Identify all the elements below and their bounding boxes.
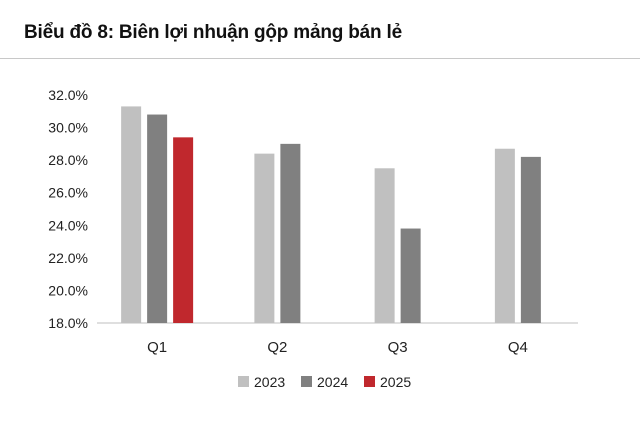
y-tick-label: 22.0% [48, 250, 88, 266]
y-tick-label: 18.0% [48, 315, 88, 331]
x-tick-label: Q3 [388, 339, 408, 356]
bar-q1-2025 [173, 137, 194, 323]
legend-swatch-2024 [301, 376, 312, 387]
y-tick-label: 30.0% [48, 120, 88, 136]
x-tick-label: Q1 [147, 339, 167, 356]
legend-swatch-2025 [364, 376, 375, 387]
bar-q3-2023 [374, 168, 395, 323]
bar-q3-2024 [400, 228, 421, 323]
bar-q1-2024 [147, 114, 168, 324]
x-tick-label: Q2 [267, 339, 287, 356]
y-tick-label: 26.0% [48, 185, 88, 201]
x-tick-label: Q4 [508, 339, 528, 356]
legend-swatch-2023 [238, 376, 249, 387]
y-tick-label: 24.0% [48, 217, 88, 233]
y-tick-label: 20.0% [48, 282, 88, 298]
legend-label-2025: 2025 [380, 374, 411, 390]
legend-label-2023: 2023 [254, 374, 285, 390]
chart-title: Biểu đồ 8: Biên lợi nhuận gộp mảng bán l… [24, 22, 402, 43]
y-tick-label: 28.0% [48, 152, 88, 168]
bar-q2-2024 [280, 143, 301, 323]
title-divider [0, 58, 640, 59]
bar-q1-2023 [121, 106, 142, 324]
legend-label-2024: 2024 [317, 374, 348, 390]
bar-q2-2023 [254, 153, 275, 323]
y-tick-label: 32.0% [48, 87, 88, 103]
bar-q4-2024 [520, 156, 541, 323]
bar-q4-2023 [494, 148, 515, 323]
